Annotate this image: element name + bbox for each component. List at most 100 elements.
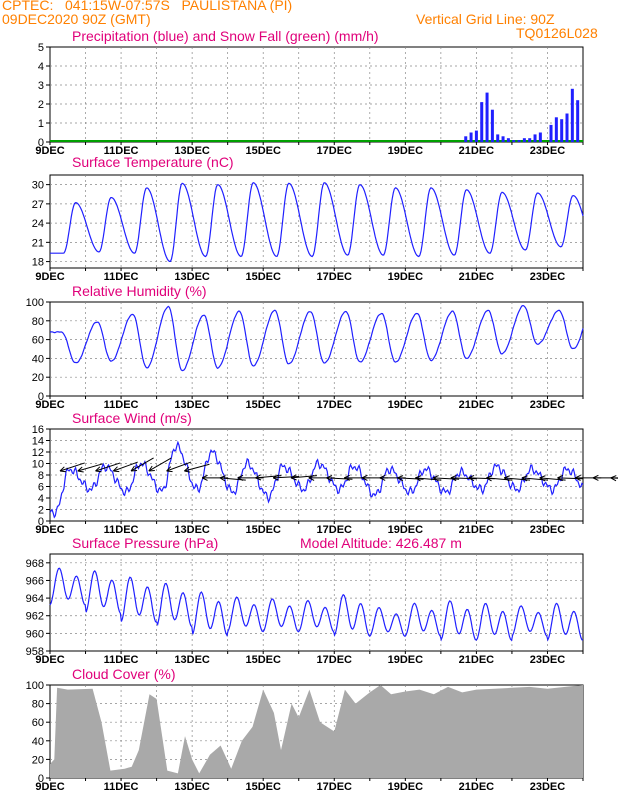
x-tick-label: 19DEC xyxy=(388,399,424,411)
y-tick-label: 2 xyxy=(38,99,44,111)
y-tick-label: 8 xyxy=(38,470,44,482)
header-grid-note: Vertical Grid Line: 90Z xyxy=(416,11,555,27)
wind-arrow-head xyxy=(166,466,173,473)
x-tick-label: 19DEC xyxy=(388,271,424,283)
y-tick-label: 24 xyxy=(32,218,44,230)
wind-arrow-head xyxy=(130,465,138,472)
x-tick-label: 11DEC xyxy=(104,524,139,536)
x-tick-label: 11DEC xyxy=(104,271,139,283)
panel-frame xyxy=(49,174,584,269)
wind-arrow xyxy=(148,457,172,472)
x-tick-label: 17DEC xyxy=(317,524,353,536)
y-tick-label: 1 xyxy=(38,118,44,130)
wind-arrow-head xyxy=(112,466,120,473)
y-tick-label: 0 xyxy=(38,391,44,403)
y-tick-label: 80 xyxy=(32,316,44,328)
y-tick-label: 16 xyxy=(32,424,44,436)
precipitation-bar xyxy=(576,100,580,142)
y-tick-label: 966 xyxy=(26,575,44,587)
wind-arrow-head xyxy=(308,474,315,481)
wind-arrow xyxy=(557,477,584,480)
wind-arrow xyxy=(184,463,210,472)
wind-arrow-head xyxy=(450,474,457,482)
pressure-series-line xyxy=(49,567,584,642)
wind-arrow xyxy=(166,461,192,472)
y-tick-label: 3 xyxy=(38,80,44,92)
wind-series-line xyxy=(49,440,584,519)
x-tick-label: 19DEC xyxy=(388,654,424,666)
x-tick-label: 11DEC xyxy=(104,399,139,411)
wind-arrow xyxy=(326,477,353,480)
y-tick-label: 18 xyxy=(32,257,44,269)
x-tick-label: 11DEC xyxy=(104,781,139,793)
wind-arrow-head xyxy=(95,466,102,473)
header-station: CPTEC: 041:15W-07:57S PAULISTANA (PI) xyxy=(2,0,293,13)
wind-arrow xyxy=(450,477,477,480)
wind-arrow xyxy=(59,462,85,472)
x-tick-label: 23DEC xyxy=(530,145,566,157)
panel-title: Surface Temperature (nC) xyxy=(72,154,234,170)
x-tick-label: 21DEC xyxy=(459,271,495,283)
y-tick-label: 4 xyxy=(38,61,44,73)
x-tick-label: 19DEC xyxy=(388,524,424,536)
x-tick-label: 15DEC xyxy=(245,145,281,157)
x-tick-label: 23DEC xyxy=(530,654,566,666)
y-tick-label: 40 xyxy=(32,353,44,365)
x-tick-label: 23DEC xyxy=(530,271,566,283)
wind-arrow-head xyxy=(326,475,333,482)
wind-arrow-head xyxy=(379,474,386,481)
precipitation-bar xyxy=(522,138,526,142)
y-tick-label: 20 xyxy=(32,754,44,766)
wind-arrow-head xyxy=(468,474,475,482)
y-tick-label: 27 xyxy=(32,199,44,211)
wind-arrow-head xyxy=(59,466,67,473)
panel-title: Relative Humidity (%) xyxy=(72,283,207,299)
precipitation-bar xyxy=(549,124,553,142)
x-tick-label: 9DEC xyxy=(35,399,64,411)
panel-frame xyxy=(49,553,584,652)
y-tick-label: 60 xyxy=(32,335,44,347)
y-tick-label: 14 xyxy=(32,436,44,448)
y-tick-label: 0 xyxy=(38,137,44,149)
precipitation-bar xyxy=(570,88,574,142)
wind-arrow-head xyxy=(592,474,599,481)
x-tick-label: 23DEC xyxy=(530,399,566,411)
wind-arrow-head xyxy=(237,474,244,481)
wind-arrow-head xyxy=(77,466,84,473)
y-tick-label: 958 xyxy=(26,646,44,658)
x-tick-label: 11DEC xyxy=(104,145,139,157)
precipitation-bar xyxy=(506,138,510,142)
precipitation-bar xyxy=(512,140,516,142)
x-tick-label: 17DEC xyxy=(317,271,353,283)
header-model-code: TQ0126L028 xyxy=(516,25,598,41)
x-tick-label: 9DEC xyxy=(35,654,64,666)
x-tick-label: 19DEC xyxy=(388,781,424,793)
wind-arrow-head xyxy=(272,474,279,481)
precipitation-bar xyxy=(538,132,542,142)
cloud-cover-area xyxy=(50,685,583,778)
wind-arrow-head xyxy=(219,475,226,482)
y-tick-label: 0 xyxy=(38,516,44,528)
precipitation-bar xyxy=(496,134,500,142)
y-tick-label: 4 xyxy=(38,493,44,505)
wind-arrow-head xyxy=(148,465,155,472)
precipitation-bar xyxy=(480,102,484,142)
precipitation-bar xyxy=(517,140,521,142)
y-tick-label: 0 xyxy=(38,773,44,785)
panel-annotation: Model Altitude: 426.487 m xyxy=(300,535,462,551)
wind-arrow xyxy=(610,477,618,479)
precipitation-bar xyxy=(464,136,468,142)
y-tick-label: 12 xyxy=(32,447,44,459)
x-tick-label: 21DEC xyxy=(459,781,495,793)
x-tick-label: 9DEC xyxy=(35,781,64,793)
wind-arrow-head xyxy=(397,475,404,482)
wind-arrow xyxy=(113,461,138,472)
y-tick-label: 962 xyxy=(26,611,44,623)
x-tick-label: 9DEC xyxy=(35,524,64,536)
precipitation-bar xyxy=(565,113,569,142)
x-tick-label: 17DEC xyxy=(317,145,353,157)
precipitation-bar xyxy=(560,119,564,142)
x-tick-label: 13DEC xyxy=(174,781,210,793)
x-tick-label: 13DEC xyxy=(174,145,210,157)
